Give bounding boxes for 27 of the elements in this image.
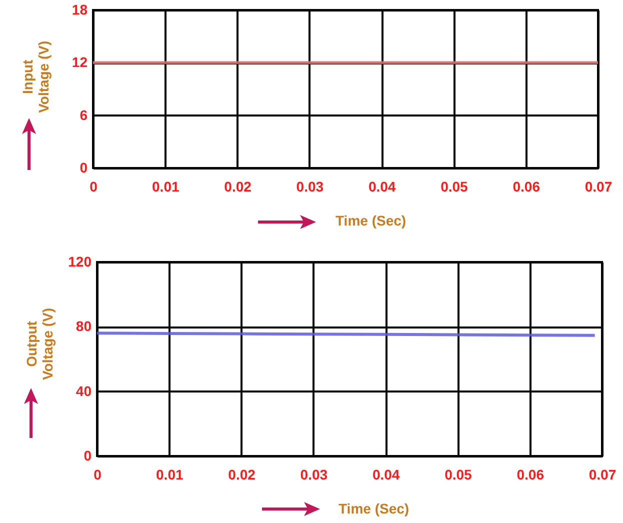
y-tick-label: 12: [72, 54, 88, 70]
x-tick-label: 0.02: [224, 178, 252, 194]
x-tick-label: 0.05: [444, 466, 472, 482]
x-tick-label: 0.04: [368, 178, 396, 194]
y-tick-label: 0: [84, 448, 92, 464]
x-tick-label: 0.07: [584, 178, 612, 194]
x-tick-label: 0.07: [588, 466, 616, 482]
x-tick-label: 0.04: [372, 466, 400, 482]
x-tick-label: 0: [94, 466, 102, 482]
x-tick-label: 0.02: [228, 466, 256, 482]
x-tick-label: 0.03: [296, 178, 324, 194]
y-tick-label: 18: [72, 2, 88, 18]
x-axis-title: Time (Sec): [338, 500, 410, 516]
y-tick-label: 6: [80, 106, 88, 123]
x-tick-label: 0.03: [300, 466, 328, 482]
x-tick-label: 0.06: [512, 178, 540, 194]
x-tick-label: 0.01: [152, 178, 180, 194]
y-axis-title: Output Voltage (V): [24, 308, 56, 380]
y-tick-label: 40: [76, 382, 92, 399]
y-tick-label: 0: [80, 160, 88, 176]
y-axis-title: Input Voltage (V): [20, 40, 52, 113]
y-tick-label: 80: [76, 318, 92, 334]
x-axis-title: Time (Sec): [336, 212, 406, 228]
x-tick-label: 0.01: [156, 466, 184, 482]
x-tick-label: 0.06: [516, 466, 544, 482]
y-tick-label: 120: [68, 254, 92, 270]
x-tick-label: 0.05: [440, 178, 468, 194]
